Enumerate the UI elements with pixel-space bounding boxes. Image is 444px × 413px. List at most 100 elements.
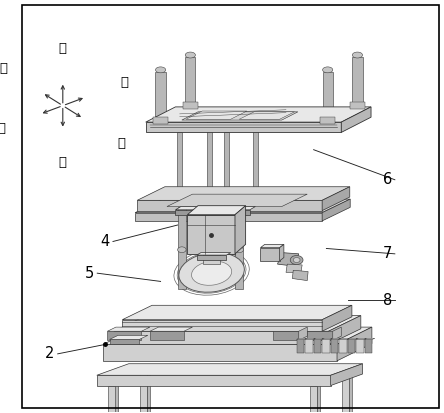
Polygon shape	[337, 327, 372, 361]
Polygon shape	[349, 373, 353, 413]
Polygon shape	[297, 339, 304, 353]
Polygon shape	[322, 187, 350, 211]
Polygon shape	[108, 386, 115, 413]
Polygon shape	[207, 117, 212, 194]
Polygon shape	[197, 253, 231, 255]
Polygon shape	[110, 335, 148, 339]
Polygon shape	[178, 206, 186, 289]
Ellipse shape	[155, 67, 166, 73]
Polygon shape	[307, 331, 333, 340]
Polygon shape	[322, 338, 333, 339]
Polygon shape	[297, 338, 307, 339]
Polygon shape	[339, 338, 349, 339]
Polygon shape	[114, 316, 361, 331]
Ellipse shape	[322, 67, 333, 73]
Polygon shape	[356, 339, 364, 353]
Ellipse shape	[290, 256, 303, 265]
Polygon shape	[185, 57, 195, 107]
Polygon shape	[329, 316, 361, 344]
Polygon shape	[122, 320, 322, 331]
Polygon shape	[253, 118, 258, 196]
Polygon shape	[186, 111, 247, 119]
Polygon shape	[299, 327, 307, 340]
Polygon shape	[235, 206, 243, 289]
Polygon shape	[182, 112, 298, 120]
Polygon shape	[333, 327, 341, 340]
Polygon shape	[273, 331, 299, 340]
Polygon shape	[147, 373, 151, 413]
Polygon shape	[320, 117, 335, 124]
Polygon shape	[348, 338, 358, 339]
Text: 前: 前	[0, 62, 8, 74]
Polygon shape	[146, 107, 371, 122]
Polygon shape	[322, 339, 330, 353]
Polygon shape	[261, 244, 284, 248]
Polygon shape	[313, 338, 324, 339]
Ellipse shape	[353, 52, 363, 58]
Polygon shape	[239, 112, 294, 119]
Polygon shape	[348, 339, 355, 353]
Polygon shape	[135, 199, 350, 213]
Polygon shape	[187, 206, 246, 215]
Ellipse shape	[293, 258, 300, 263]
Polygon shape	[331, 338, 341, 339]
Polygon shape	[313, 339, 321, 353]
Text: 6: 6	[383, 172, 392, 187]
Polygon shape	[203, 252, 220, 258]
Polygon shape	[280, 244, 284, 261]
Polygon shape	[339, 339, 347, 353]
Polygon shape	[197, 255, 226, 260]
Polygon shape	[150, 327, 192, 331]
Polygon shape	[103, 327, 372, 344]
Polygon shape	[187, 215, 235, 254]
Text: 8: 8	[383, 293, 392, 308]
Polygon shape	[286, 264, 302, 272]
Polygon shape	[175, 210, 250, 215]
Polygon shape	[317, 384, 321, 413]
Polygon shape	[137, 200, 322, 211]
Polygon shape	[155, 72, 166, 122]
Polygon shape	[203, 257, 220, 264]
Polygon shape	[135, 213, 322, 221]
Polygon shape	[278, 253, 299, 266]
Polygon shape	[182, 102, 198, 109]
Ellipse shape	[178, 247, 186, 253]
Polygon shape	[167, 194, 307, 206]
Polygon shape	[114, 331, 329, 344]
Text: 后: 后	[118, 137, 126, 150]
Polygon shape	[331, 339, 338, 353]
Polygon shape	[310, 386, 317, 413]
Text: 右: 右	[0, 122, 5, 135]
Polygon shape	[322, 305, 352, 331]
Polygon shape	[261, 248, 280, 261]
Polygon shape	[341, 107, 371, 133]
Polygon shape	[107, 327, 150, 331]
Polygon shape	[342, 374, 349, 413]
Polygon shape	[103, 344, 337, 361]
Polygon shape	[137, 187, 350, 200]
Polygon shape	[122, 305, 352, 320]
Polygon shape	[153, 117, 168, 124]
Text: 下: 下	[59, 156, 67, 169]
Polygon shape	[224, 133, 229, 204]
Polygon shape	[305, 339, 313, 353]
Ellipse shape	[179, 252, 244, 292]
Polygon shape	[305, 338, 315, 339]
Polygon shape	[97, 375, 331, 386]
Polygon shape	[365, 338, 375, 339]
Polygon shape	[331, 364, 363, 386]
Text: 左: 左	[120, 76, 128, 89]
Polygon shape	[175, 206, 255, 210]
Polygon shape	[365, 339, 373, 353]
Polygon shape	[353, 57, 363, 107]
Polygon shape	[146, 122, 341, 133]
Polygon shape	[350, 102, 365, 109]
Polygon shape	[110, 339, 139, 344]
Polygon shape	[322, 72, 333, 122]
Polygon shape	[293, 270, 308, 280]
Polygon shape	[115, 384, 119, 413]
Polygon shape	[97, 364, 363, 375]
Polygon shape	[235, 206, 246, 254]
Polygon shape	[140, 374, 147, 413]
Ellipse shape	[185, 52, 195, 58]
